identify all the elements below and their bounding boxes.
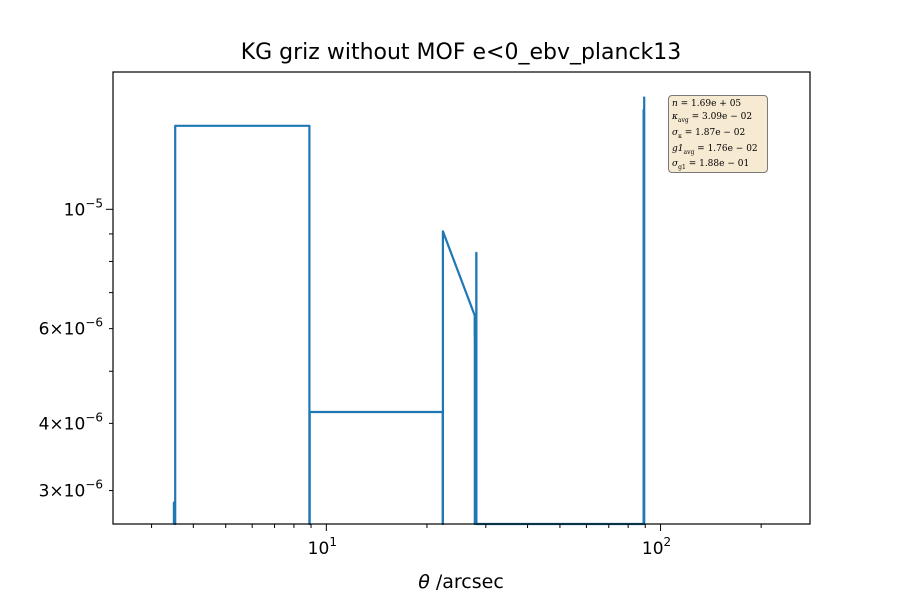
y-tick-label: 4×10−6 (39, 410, 103, 434)
plot-area (172, 96, 646, 526)
y-tick-label: 3×10−6 (39, 478, 103, 502)
y-axis: 3×10−6 4×10−6 6×10−6 10−5 (39, 196, 113, 502)
series-line-0 (172, 96, 646, 526)
y-tick-label: 6×10−6 (39, 316, 103, 340)
x-axis-label-symbol: θ (418, 571, 430, 593)
chart-title: KG griz without MOF e<0_ebv_planck13 (241, 40, 682, 65)
stats-line-1: κavg = 3.09e − 02 (672, 112, 753, 124)
y-tick-label: 10−5 (64, 196, 103, 220)
axes-frame (112, 71, 811, 525)
x-tick-label: 101 (308, 535, 337, 559)
stats-line-3: g1avg = 1.76e − 02 (672, 143, 758, 156)
x-axis-label: θ /arcsec (418, 571, 504, 593)
x-tick-label: 102 (642, 535, 671, 559)
stats-line-0: n = 1.69e + 05 (672, 99, 742, 109)
x-axis: 101 102 (151, 524, 762, 559)
stats-legend-box: n = 1.69e + 05 κavg = 3.09e − 02 σκ = 1.87… (668, 95, 768, 173)
stats-line-4: σg1 = 1.88e − 01 (672, 159, 750, 172)
x-axis-label-text: /arcsec (430, 571, 504, 593)
stats-line-2: σκ = 1.87e − 02 (672, 127, 746, 140)
